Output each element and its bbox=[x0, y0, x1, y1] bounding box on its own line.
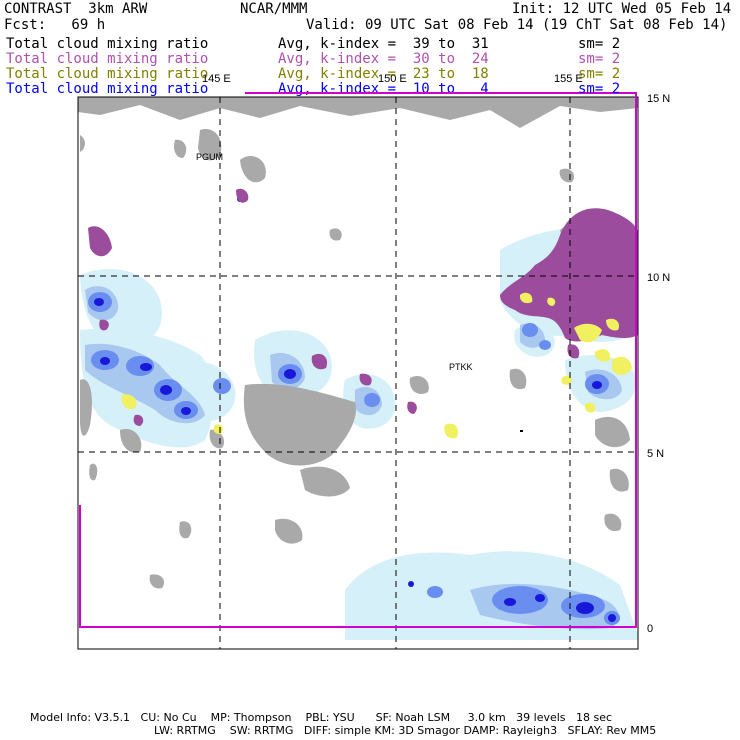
model-info-line-1: Model Info: V3.5.1 CU: No Cu MP: Thompso… bbox=[30, 711, 613, 724]
field-row-4-sm: sm= 2 bbox=[578, 81, 621, 97]
lon-label-155e: 155 E bbox=[554, 73, 583, 85]
map-frame bbox=[77, 96, 639, 650]
lat-lon-grid bbox=[78, 97, 638, 649]
lat-label-0: 0 bbox=[647, 623, 653, 635]
field-row-1-avg: Avg, k-index = 39 to 31 bbox=[278, 36, 489, 52]
field-row-2-sm: sm= 2 bbox=[578, 51, 621, 67]
field-row-1-sm: sm= 2 bbox=[578, 36, 621, 52]
field-row-3-avg: Avg, k-index = 23 to 18 bbox=[278, 66, 489, 82]
field-row-1-name: Total cloud mixing ratio bbox=[6, 36, 209, 52]
forecast-hour: Fcst: 69 h bbox=[4, 17, 106, 33]
lon-label-150e: 150 E bbox=[378, 73, 407, 85]
lat-label-5n: 5 N bbox=[647, 448, 664, 460]
field-row-2-name: Total cloud mixing ratio bbox=[6, 51, 209, 67]
station-marker bbox=[520, 430, 523, 432]
model-title: CONTRAST 3km ARW bbox=[4, 1, 148, 17]
purple-cloud bbox=[88, 188, 638, 426]
station-label-ptkk: PTKK bbox=[449, 362, 473, 372]
lon-label-145e: 145 E bbox=[202, 73, 231, 85]
yellow-cloud bbox=[121, 292, 632, 439]
field-row-3-sm: sm= 2 bbox=[578, 66, 621, 82]
inner-domain-boundary bbox=[79, 92, 637, 628]
field-row-4-name: Total cloud mixing ratio bbox=[6, 81, 209, 97]
lat-label-10n: 10 N bbox=[647, 272, 670, 284]
lat-label-15n: 15 N bbox=[647, 93, 670, 105]
valid-time: Valid: 09 UTC Sat 08 Feb 14 (19 ChT Sat … bbox=[306, 17, 728, 33]
station-label-pgum: PGUM bbox=[196, 152, 223, 162]
init-time: Init: 12 UTC Wed 05 Feb 14 bbox=[512, 1, 732, 17]
organization-label: NCAR/MMM bbox=[240, 1, 308, 17]
field-row-2-avg: Avg, k-index = 30 to 24 bbox=[278, 51, 489, 67]
map-field-layer bbox=[78, 97, 638, 640]
model-info-line-2: LW: RRTMG SW: RRTMG DIFF: simple KM: 3D … bbox=[154, 724, 657, 737]
field-row-3-name: Total cloud mixing ratio bbox=[6, 66, 209, 82]
